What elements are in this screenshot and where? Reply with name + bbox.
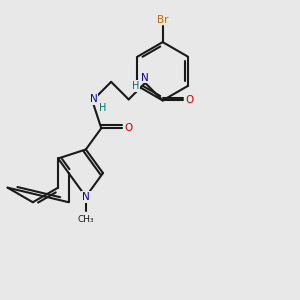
Text: O: O xyxy=(125,123,133,133)
Text: Br: Br xyxy=(157,15,168,25)
Text: H: H xyxy=(99,103,106,112)
Text: H: H xyxy=(132,81,140,91)
Text: CH₃: CH₃ xyxy=(77,215,94,224)
Text: O: O xyxy=(185,95,194,105)
Text: N: N xyxy=(141,73,149,83)
Text: N: N xyxy=(82,192,90,202)
Text: N: N xyxy=(90,94,98,104)
